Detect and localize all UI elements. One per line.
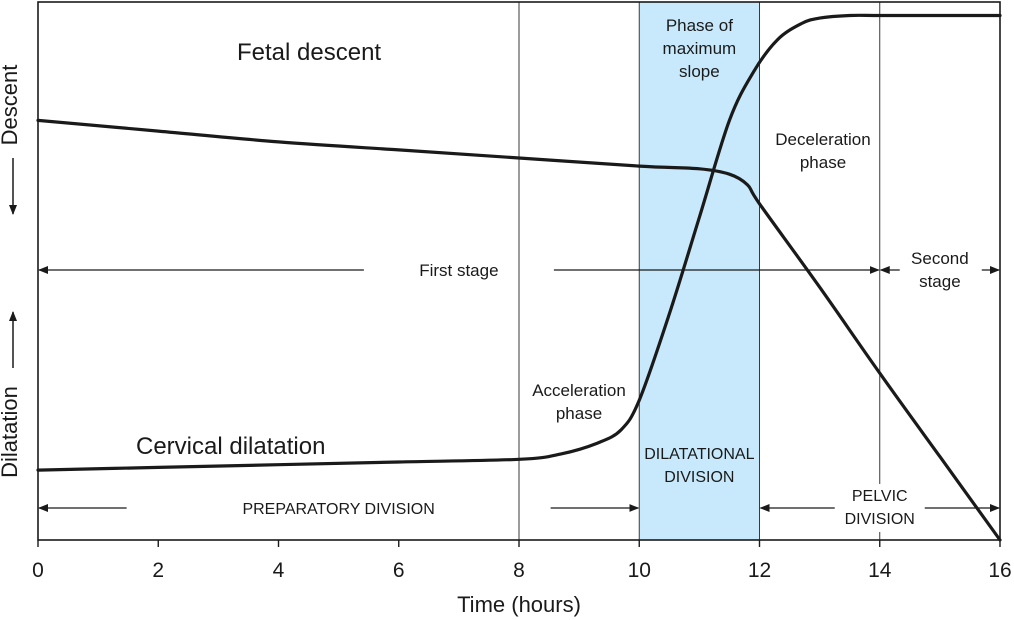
max-slope-label-line-2: maximum <box>663 39 737 58</box>
cervical-dilatation-curve <box>36 13 1002 472</box>
pelvic-division-label-line-2: DIVISION <box>845 511 915 528</box>
y-label-descent: Descent <box>0 65 22 146</box>
x-tick-label-12: 12 <box>748 559 771 582</box>
second-stage-label-line-2: stage <box>919 272 961 291</box>
x-tick-label-8: 8 <box>513 559 525 582</box>
deceleration-phase-label-line-1: Deceleration <box>775 130 870 149</box>
x-tick-label-0: 0 <box>32 559 44 582</box>
first-stage-label: First stage <box>419 261 498 280</box>
second-stage-label-bg <box>899 246 982 296</box>
acceleration-phase-label-line-1: Acceleration <box>532 381 626 400</box>
preparatory-division-label: PREPARATORY DIVISION <box>242 501 434 518</box>
x-tick-label-2: 2 <box>152 559 164 582</box>
x-tick-label-10: 10 <box>628 559 651 582</box>
acceleration-phase-label-line-2: phase <box>556 404 602 423</box>
dilatational-division-label-line-1: DILATATIONAL <box>644 446 754 463</box>
cervical-dilatation-label: Cervical dilatation <box>136 433 325 460</box>
dilatational-division-label-line-2: DIVISION <box>664 469 734 486</box>
max-slope-label-line-1: Phase of <box>666 16 733 35</box>
pelvic-division-label-line-1: PELVIC <box>852 488 908 505</box>
x-tick-label-4: 4 <box>273 559 285 582</box>
max-slope-band <box>639 2 760 540</box>
x-tick-label-16: 16 <box>988 559 1011 582</box>
x-tick-label-14: 14 <box>868 559 892 582</box>
pelvic-division-label-bg <box>834 484 925 532</box>
fetal-descent-curve <box>36 118 1002 542</box>
x-tick-label-6: 6 <box>393 559 405 582</box>
x-axis-title: Time (hours) <box>457 592 581 617</box>
fetal-descent-label: Fetal descent <box>237 39 381 66</box>
y-label-dilatation: Dilatation <box>0 386 22 478</box>
deceleration-phase-label-line-2: phase <box>800 153 846 172</box>
second-stage-label-line-1: Second <box>911 249 969 268</box>
max-slope-label-line-3: slope <box>679 62 720 81</box>
